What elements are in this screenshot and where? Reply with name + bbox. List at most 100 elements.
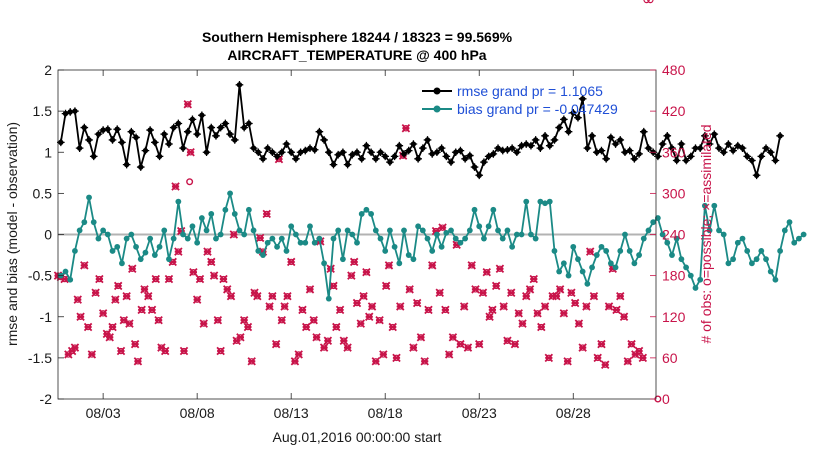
obs-assimilated-marker <box>582 302 591 311</box>
bias-point <box>95 235 102 242</box>
bias-point <box>217 231 224 238</box>
bias-point <box>448 227 454 234</box>
bias-point <box>372 227 379 234</box>
bias-point <box>100 227 107 234</box>
obs-assimilated-marker <box>87 350 97 359</box>
rmse-point-arms <box>771 156 780 165</box>
rmse-point-arms <box>475 171 484 180</box>
rmse-point-arms <box>169 123 178 132</box>
rmse-point-arms <box>367 148 375 157</box>
bias-point <box>650 219 657 226</box>
obs-assimilated-marker <box>290 357 300 366</box>
x-tick-label: 08/18 <box>368 405 403 421</box>
bias-point <box>401 227 407 234</box>
obs-assimilated-marker <box>495 264 505 274</box>
obs-assimilated-marker <box>559 309 569 318</box>
rmse-point <box>409 140 418 148</box>
y2-tick-label: 60 <box>662 350 678 366</box>
obs-assimilated-marker <box>427 261 437 270</box>
obs-assimilated-marker <box>239 315 249 325</box>
rmse-point-arms <box>560 115 568 124</box>
rmse-point-arms <box>263 144 272 152</box>
bias-point <box>184 235 191 242</box>
rmse-point <box>710 130 719 138</box>
bias-point <box>607 260 614 267</box>
rmse-point <box>151 138 159 147</box>
rmse-point <box>701 132 709 140</box>
rmse-point <box>113 125 122 134</box>
obs-assimilated-marker <box>226 291 236 301</box>
obs-assimilated-marker <box>401 124 411 133</box>
rmse-point-arms <box>146 126 154 134</box>
rmse-point <box>654 152 662 161</box>
obs-assimilated-marker <box>329 281 338 291</box>
rmse-point <box>762 144 770 152</box>
obs-assimilated-marker <box>203 247 212 256</box>
rmse-point-arms <box>108 136 117 144</box>
obs-assimilated-marker <box>349 257 359 267</box>
rmse-point <box>447 158 455 166</box>
bias-point <box>325 295 332 302</box>
y-axis-label: rmse and bias (model - observation) <box>4 122 20 346</box>
bias-point <box>763 256 769 263</box>
rmse-point-arms <box>757 152 766 161</box>
x-axis-label: Aug.01,2016 00:00:00 start <box>273 429 442 445</box>
rmse-point <box>513 148 521 157</box>
rmse-point <box>564 127 573 136</box>
x-tick-label: 08/08 <box>180 405 215 421</box>
obs-assimilated-marker <box>262 209 271 219</box>
rmse-point <box>127 127 136 136</box>
bias-point <box>189 223 196 230</box>
rmse-point <box>179 144 187 152</box>
y2-tick-label: 120 <box>662 309 686 325</box>
rmse-point-arms <box>174 119 183 128</box>
bias-point <box>730 256 737 263</box>
bias-point <box>739 235 746 242</box>
rmse-point-arms <box>221 119 230 128</box>
rmse-point <box>160 130 169 138</box>
rmse-point-arms <box>259 155 267 163</box>
bias-point <box>584 280 591 287</box>
rmse-point-arms <box>625 146 634 155</box>
rmse-point-arms <box>635 150 643 158</box>
rmse-point <box>456 146 465 155</box>
rmse-point <box>367 148 375 157</box>
rmse-point-arms <box>766 148 775 157</box>
bias-point <box>222 206 229 213</box>
obs-assimilated-marker <box>179 346 189 356</box>
obs-assimilated-marker <box>379 350 388 359</box>
bias-point <box>250 227 257 234</box>
rmse-point-arms <box>597 146 606 155</box>
bias-point <box>151 252 158 258</box>
rmse-point-arms <box>118 138 126 147</box>
bias-point <box>330 235 337 242</box>
rmse-point <box>597 146 606 155</box>
obs-assimilated-marker <box>405 285 414 294</box>
rmse-point-arms <box>423 136 432 144</box>
obs-assimilated-marker <box>619 312 629 321</box>
rmse-point-arms <box>503 145 512 154</box>
obs-assimilated-marker <box>552 291 561 301</box>
rmse-point-arms <box>522 140 531 148</box>
obs-assimilated-marker <box>529 274 539 284</box>
rmse-point-arms <box>541 132 549 140</box>
obs-assimilated-marker <box>105 333 114 342</box>
rmse-point-arms <box>160 130 169 138</box>
rmse-point-arms <box>296 148 305 157</box>
obs-assimilated-marker <box>441 305 450 315</box>
rmse-point <box>658 140 667 148</box>
rmse-point <box>169 123 178 132</box>
bias-point <box>551 248 558 254</box>
bias-point <box>307 223 313 230</box>
rmse-point <box>221 119 230 128</box>
obs-assimilated-marker <box>323 336 333 345</box>
rmse-point <box>686 152 695 161</box>
rmse-point <box>343 160 352 169</box>
bias-point <box>316 235 323 242</box>
rmse-point-arms <box>588 132 596 140</box>
rmse-point-arms <box>705 140 714 148</box>
obs-assimilated-marker <box>510 339 520 349</box>
bias-point <box>147 235 154 242</box>
bias-point <box>499 235 506 242</box>
rmse-point-arms <box>268 148 277 157</box>
